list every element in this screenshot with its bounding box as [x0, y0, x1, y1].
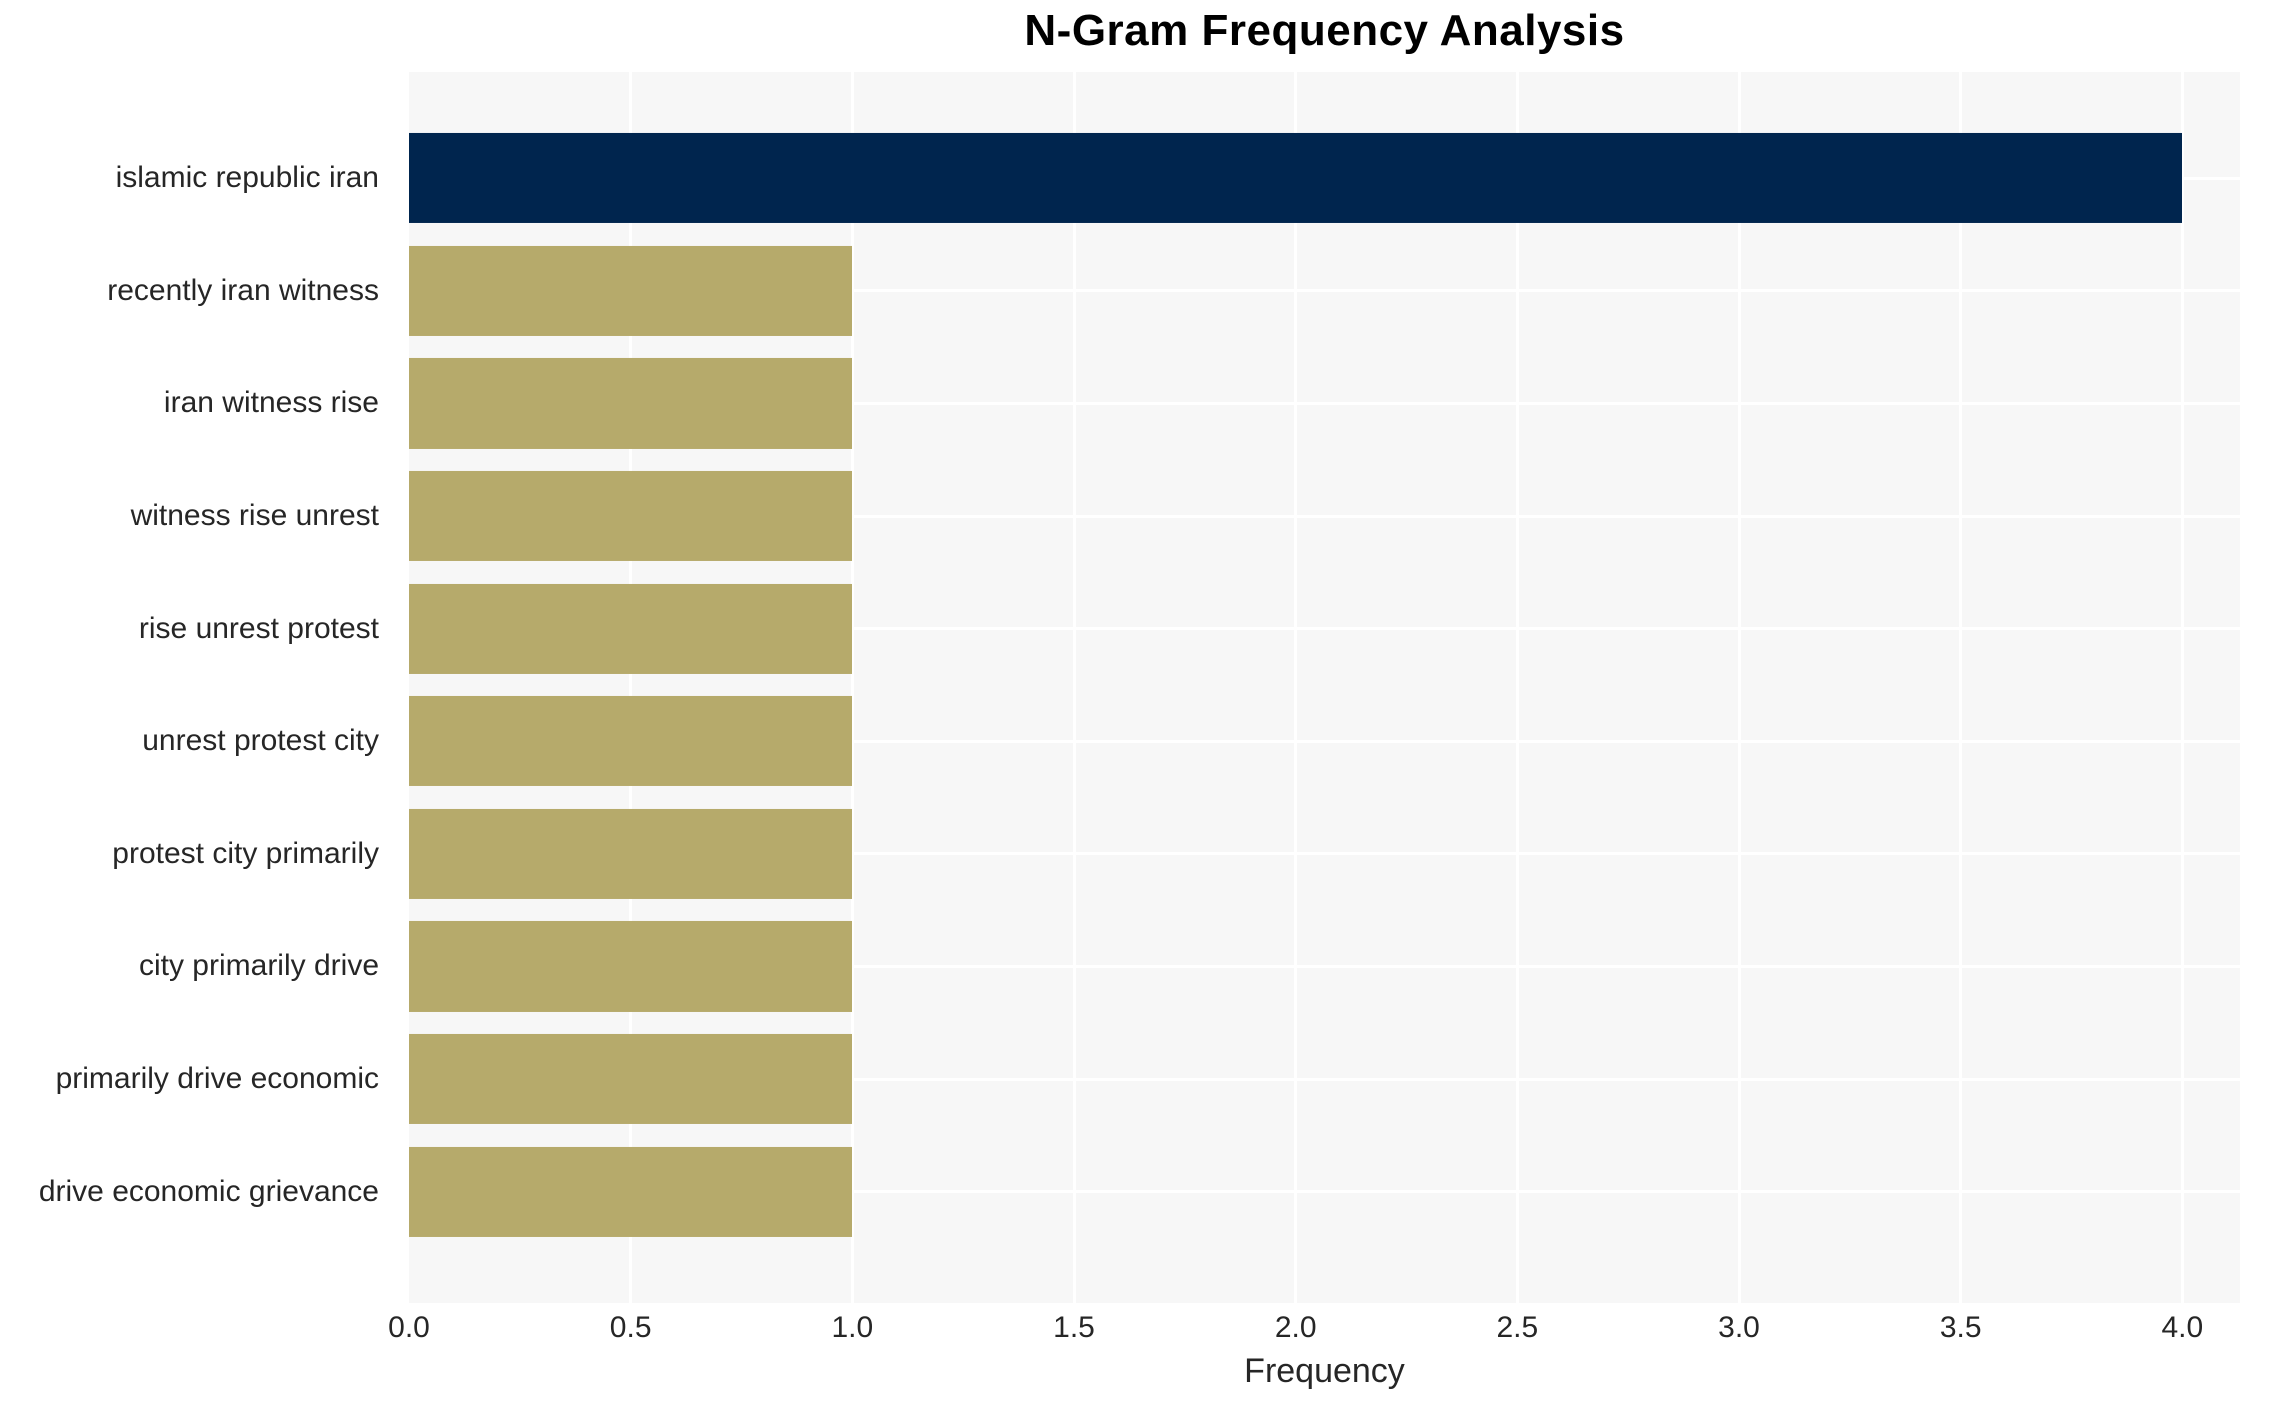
bar	[409, 808, 853, 899]
y-axis-label: rise unrest protest	[138, 611, 379, 645]
y-axis-label: protest city primarily	[112, 836, 379, 870]
horizontal-gridline	[409, 852, 2240, 856]
vertical-gridline	[2180, 72, 2184, 1303]
bar	[409, 1034, 853, 1125]
y-axis-label: unrest protest city	[142, 724, 379, 758]
y-axis-label: primarily drive economic	[55, 1062, 379, 1096]
bar-row	[409, 235, 2240, 348]
bar-row	[409, 910, 2240, 1023]
y-axis-label: recently iran witness	[107, 273, 379, 307]
horizontal-gridline	[409, 1190, 2240, 1194]
x-tick-label: 1.0	[831, 1311, 874, 1344]
horizontal-gridline	[409, 514, 2240, 518]
x-tick-label: 4.0	[2161, 1311, 2204, 1344]
bar-row	[409, 347, 2240, 460]
bar	[409, 1146, 853, 1237]
x-tick-label: 2.0	[1274, 1311, 1317, 1344]
vertical-gridline	[629, 72, 633, 1303]
y-axis-label: islamic republic iran	[115, 161, 379, 195]
x-tick-label: 1.5	[1053, 1311, 1095, 1344]
horizontal-gridline	[409, 739, 2240, 743]
bar-rows	[409, 122, 2240, 1248]
bar-row	[409, 1135, 2240, 1248]
vertical-gridline	[1737, 72, 1741, 1303]
vertical-gridline	[1294, 72, 1298, 1303]
x-axis-ticks: 0.0 0.5 1.0 1.5 2.0 2.5 3.0 3.5 4.0	[388, 1311, 2240, 1351]
bar	[409, 133, 2183, 224]
x-tick-label: 3.0	[1718, 1311, 1760, 1344]
x-tick-label: 2.5	[1496, 1311, 1539, 1344]
y-axis-labels: islamic republic iran recently iran witne…	[0, 72, 395, 1303]
bar	[409, 583, 853, 674]
bar-row	[409, 460, 2240, 573]
bar	[409, 921, 853, 1012]
bar-row	[409, 798, 2240, 911]
bar-row	[409, 685, 2240, 798]
horizontal-gridline	[409, 627, 2240, 631]
x-tick-label: 0.0	[388, 1311, 430, 1344]
plot-area	[409, 72, 2240, 1303]
vertical-gridline	[1515, 72, 1519, 1303]
bar-row	[409, 122, 2240, 235]
horizontal-gridline	[409, 289, 2240, 293]
chart-title: N-Gram Frequency Analysis	[1024, 6, 1625, 55]
x-axis-label: Frequency	[1244, 1352, 1405, 1390]
y-axis-label: drive economic grievance	[38, 1174, 379, 1208]
y-axis-label: iran witness rise	[163, 386, 379, 420]
x-tick-label: 0.5	[609, 1311, 652, 1344]
vertical-gridline	[1072, 72, 1076, 1303]
y-axis-label: city primarily drive	[138, 949, 379, 983]
horizontal-gridline	[409, 964, 2240, 968]
bar-row	[409, 572, 2240, 685]
bar	[409, 471, 853, 562]
horizontal-gridline	[409, 1077, 2240, 1081]
y-axis-label: witness rise unrest	[130, 499, 379, 533]
bar	[409, 358, 853, 449]
x-tick-label: 3.5	[1939, 1311, 1982, 1344]
vertical-gridline	[850, 72, 854, 1303]
horizontal-gridline	[409, 401, 2240, 405]
bar	[409, 696, 853, 787]
bar	[409, 245, 853, 336]
bar-row	[409, 1023, 2240, 1136]
vertical-gridline	[1959, 72, 1963, 1303]
